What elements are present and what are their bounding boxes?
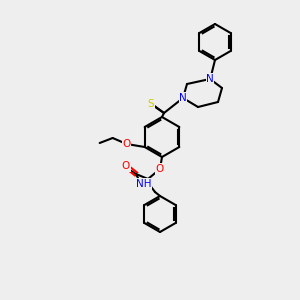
Text: N: N [206, 74, 214, 84]
Text: N: N [179, 93, 187, 103]
Text: NH: NH [136, 179, 152, 189]
Text: O: O [122, 161, 130, 171]
Text: O: O [156, 164, 164, 174]
Text: S: S [148, 99, 154, 109]
Text: O: O [123, 139, 131, 149]
